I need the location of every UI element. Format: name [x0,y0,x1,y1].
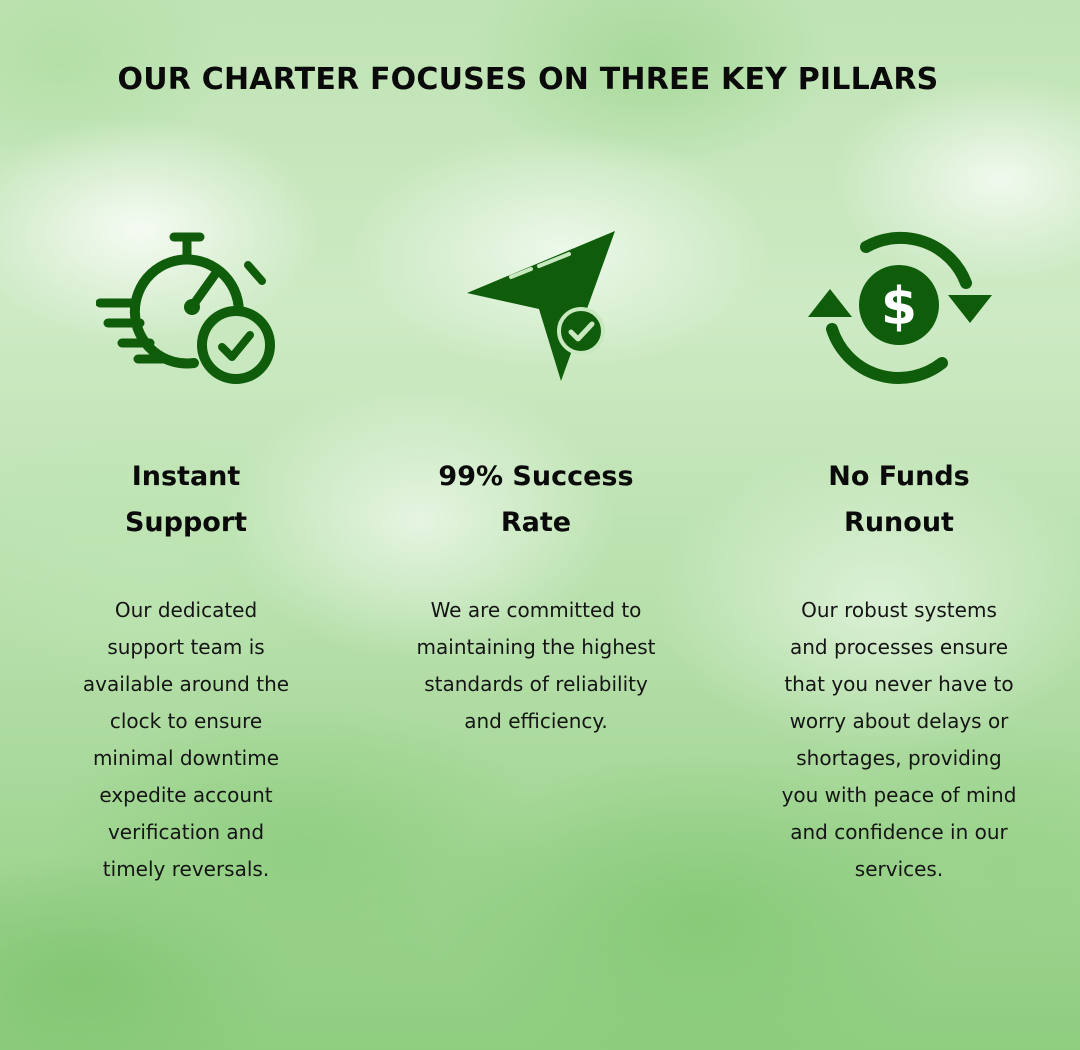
page-title: OUR CHARTER FOCUSES ON THREE KEY PILLARS [117,62,939,97]
pillar-heading: No Funds Runout [828,461,970,538]
pillar-heading: 99% Success Rate [438,461,634,538]
stopwatch-check-icon [36,220,336,390]
pillar-heading: Instant Support [124,461,248,538]
dollar-cycle-icon: $ [749,220,1049,390]
svg-text:$: $ [881,277,917,337]
pillar-description: We are committed to maintaining the high… [416,598,656,733]
paper-plane-check-icon [386,220,686,390]
pillar-description: Our dedicated support team is available … [82,598,290,881]
pillar-description: Our robust systems and processes ensure … [781,598,1017,881]
